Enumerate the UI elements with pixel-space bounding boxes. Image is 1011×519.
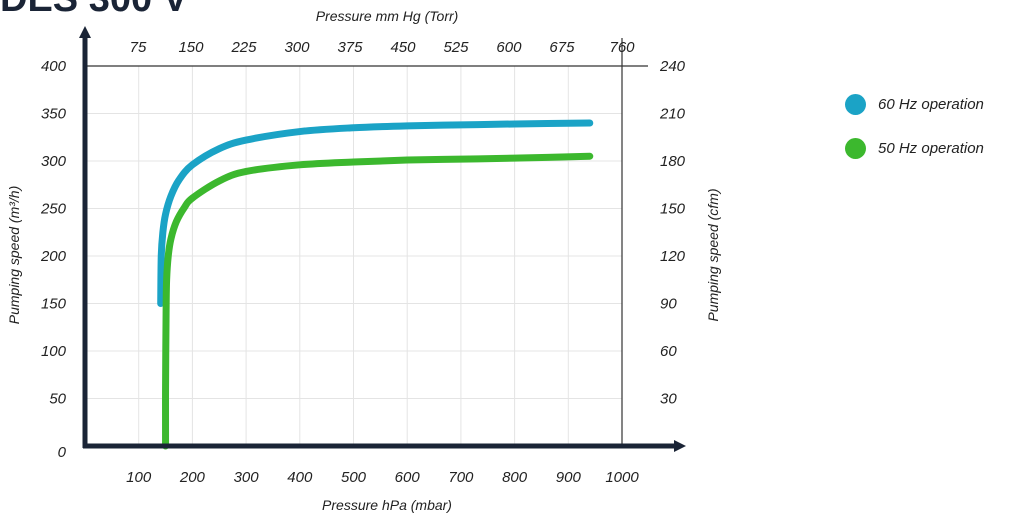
legend-item-50hz: 50 Hz operation <box>845 138 984 159</box>
y-tick-label-left: 0 <box>58 444 67 461</box>
x-tick-label-top: 760 <box>609 39 635 56</box>
axes <box>79 26 686 452</box>
series-line-60hz <box>157 119 594 307</box>
y-tick-label-left: 100 <box>41 343 67 360</box>
x-tick-label-top: 375 <box>337 39 363 56</box>
y-tick-label-right: 90 <box>660 296 677 313</box>
legend-swatch-60hz <box>845 94 866 115</box>
x-tick-label-top: 525 <box>443 39 469 56</box>
y-tick-label-left: 350 <box>41 106 67 123</box>
x-tick-label-top: 75 <box>130 39 147 56</box>
y-tick-label-left: 300 <box>41 153 67 170</box>
series-lines <box>157 119 594 450</box>
y-axis-label-right: Pumping speed (cfm) <box>705 188 721 321</box>
x-tick-label-bottom: 100 <box>126 469 152 486</box>
y-tick-label-left: 200 <box>40 248 67 265</box>
y-tick-label-right: 120 <box>660 248 686 265</box>
y-tick-label-right: 30 <box>660 391 677 408</box>
y-tick-label-right: 210 <box>659 106 686 123</box>
x-tick-label-bottom: 900 <box>556 469 582 486</box>
x-tick-label-top: 225 <box>230 39 257 56</box>
x-tick-label-bottom: 500 <box>341 469 367 486</box>
x-tick-label-bottom: 800 <box>502 469 528 486</box>
x-axis-label-bottom: Pressure hPa (mbar) <box>322 497 452 513</box>
x-axis-label-top: Pressure mm Hg (Torr) <box>316 8 459 24</box>
x-tick-label-bottom: 300 <box>234 469 260 486</box>
y-tick-label-left: 50 <box>49 391 66 408</box>
y-tick-label-right: 240 <box>659 58 686 75</box>
y-tick-label-left: 250 <box>40 201 67 218</box>
x-tick-label-bottom: 400 <box>287 469 313 486</box>
series-line-50hz <box>162 152 594 450</box>
y-axis-arrow-icon <box>79 26 91 38</box>
legend-swatch-50hz <box>845 138 866 159</box>
x-tick-label-top: 150 <box>178 39 204 56</box>
x-tick-label-top: 675 <box>549 39 575 56</box>
legend-item-60hz: 60 Hz operation <box>845 94 984 115</box>
y-tick-label-right: 180 <box>660 153 686 170</box>
legend-label-50hz: 50 Hz operation <box>878 140 984 157</box>
y-tick-label-left: 400 <box>41 58 67 75</box>
x-tick-label-bottom: 700 <box>448 469 474 486</box>
x-axis-arrow-icon <box>674 440 686 452</box>
x-tick-label-bottom: 200 <box>179 469 206 486</box>
y-tick-label-left: 150 <box>41 296 67 313</box>
x-tick-label-bottom: 600 <box>395 469 421 486</box>
page-title: DES 300 V <box>0 0 188 21</box>
y-axis-label-left: Pumping speed (m³/h) <box>6 186 22 325</box>
x-tick-label-top: 600 <box>496 39 522 56</box>
x-tick-label-bottom: 1000 <box>605 469 639 486</box>
x-tick-label-top: 300 <box>284 39 310 56</box>
y-tick-label-right: 150 <box>660 201 686 218</box>
y-tick-label-right: 60 <box>660 343 677 360</box>
x-tick-label-top: 450 <box>390 39 416 56</box>
legend-label-60hz: 60 Hz operation <box>878 96 984 113</box>
